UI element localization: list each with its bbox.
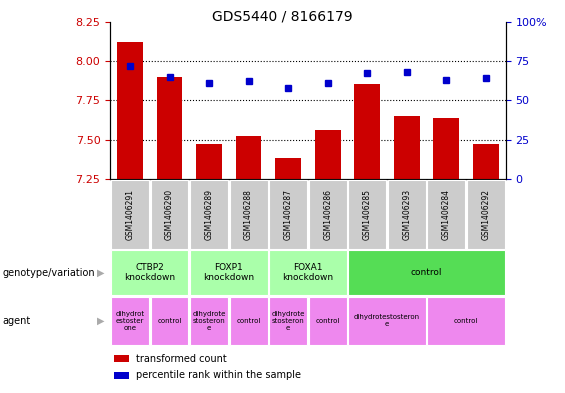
Bar [348, 180, 386, 249]
Text: CTBP2
knockdown: CTBP2 knockdown [124, 263, 175, 282]
Text: GSM1406293: GSM1406293 [402, 189, 411, 240]
Text: GSM1406291: GSM1406291 [125, 189, 134, 240]
Bar [467, 180, 505, 249]
Text: agent: agent [3, 316, 31, 326]
Text: GDS5440 / 8166179: GDS5440 / 8166179 [212, 10, 353, 24]
Text: control: control [315, 318, 340, 324]
Bar [150, 180, 189, 249]
Bar [275, 158, 301, 179]
Bar [473, 144, 499, 179]
Text: dihydrote
stosteron
e: dihydrote stosteron e [192, 311, 226, 331]
Text: GSM1406292: GSM1406292 [481, 189, 490, 240]
Bar [269, 180, 307, 249]
Text: dihydrote
stosteron
e: dihydrote stosteron e [271, 311, 305, 331]
Text: control: control [236, 318, 261, 324]
Text: dihydrotestosteron
e: dihydrotestosteron e [354, 314, 420, 327]
Bar [269, 250, 347, 295]
Bar [308, 180, 347, 249]
Bar [354, 84, 380, 179]
Text: percentile rank within the sample: percentile rank within the sample [136, 370, 301, 380]
Text: GSM1406290: GSM1406290 [165, 189, 174, 240]
Text: GSM1406289: GSM1406289 [205, 189, 214, 240]
Text: GSM1406285: GSM1406285 [363, 189, 372, 240]
Bar [196, 144, 222, 179]
Bar [348, 297, 426, 345]
Bar [190, 250, 268, 295]
Bar [150, 297, 189, 345]
Bar [315, 130, 341, 179]
Text: FOXP1
knockdown: FOXP1 knockdown [203, 263, 254, 282]
Bar [111, 250, 189, 295]
Bar [348, 250, 505, 295]
Bar [190, 180, 228, 249]
Text: control: control [454, 318, 479, 324]
Text: dihydrot
estoster
one: dihydrot estoster one [115, 311, 145, 331]
Text: control: control [157, 318, 182, 324]
Text: FOXA1
knockdown: FOXA1 knockdown [282, 263, 333, 282]
Text: transformed count: transformed count [136, 354, 227, 364]
Bar [117, 42, 143, 179]
Text: GSM1406284: GSM1406284 [442, 189, 451, 240]
Text: genotype/variation: genotype/variation [3, 268, 95, 277]
Bar [157, 77, 182, 179]
Text: ▶: ▶ [97, 268, 105, 277]
Bar [394, 116, 420, 179]
Bar [308, 297, 347, 345]
Bar [114, 372, 129, 379]
Bar [229, 297, 268, 345]
Text: GSM1406287: GSM1406287 [284, 189, 293, 240]
Text: GSM1406288: GSM1406288 [244, 189, 253, 240]
Bar [269, 297, 307, 345]
Bar [111, 180, 149, 249]
Bar [427, 180, 466, 249]
Text: GSM1406286: GSM1406286 [323, 189, 332, 240]
Bar [190, 297, 228, 345]
Bar [236, 136, 262, 179]
Bar [111, 297, 149, 345]
Bar [388, 180, 426, 249]
Bar [229, 180, 268, 249]
Bar [433, 118, 459, 179]
Bar [114, 355, 129, 362]
Bar [427, 297, 505, 345]
Text: control: control [411, 268, 442, 277]
Text: ▶: ▶ [97, 316, 105, 326]
